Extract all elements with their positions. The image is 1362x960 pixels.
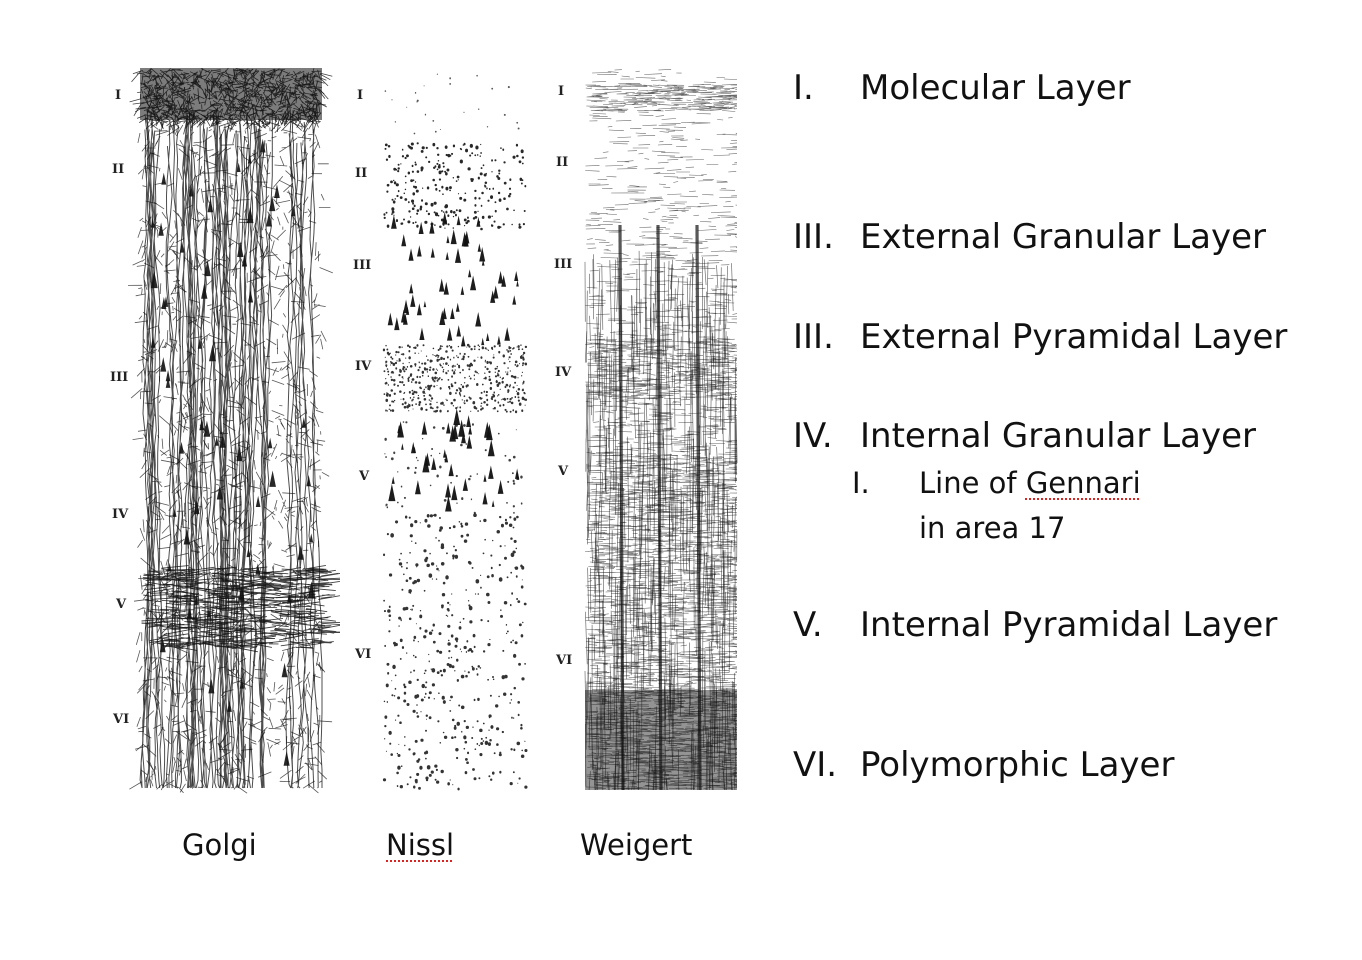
weigert-label-layer-6: VI	[556, 653, 573, 668]
weigert-label-layer-5: V	[558, 464, 569, 479]
legend-sub-line2: in area 17	[919, 511, 1066, 545]
legend-item-polymorphic: VI. Polymorphic Layer	[793, 745, 1174, 785]
legend-name: Polymorphic Layer	[860, 745, 1175, 785]
golgi-label-layer-1: I	[115, 88, 122, 103]
nissl-stain-drawing	[382, 73, 528, 791]
nissl-label-layer-2: II	[355, 166, 368, 181]
legend-numeral: IV.	[793, 416, 833, 456]
weigert-panel	[0, 0, 760, 800]
weigert-stain-drawing	[584, 69, 738, 791]
nissl-label-layer-5: V	[359, 469, 370, 484]
weigert-label-layer-2: II	[556, 155, 569, 170]
legend-name: External Granular Layer	[860, 217, 1266, 257]
legend-numeral: III.	[793, 217, 834, 257]
golgi-stain-drawing	[127, 67, 340, 794]
legend-name: Molecular Layer	[860, 68, 1131, 108]
legend-item-internal-pyramidal: V. Internal Pyramidal Layer	[793, 605, 1277, 645]
legend-subitem-gennari: I. Line of Gennari	[852, 466, 1141, 500]
legend-numeral: III.	[793, 317, 834, 357]
legend-sub-prefix: Line of	[919, 466, 1026, 500]
legend-item-internal-granular: IV. Internal Granular Layer	[793, 416, 1256, 456]
golgi-label-layer-3: III	[110, 370, 129, 385]
legend-name: Internal Granular Layer	[860, 416, 1256, 456]
nissl-label-layer-4: IV	[355, 359, 372, 374]
legend-sub-numeral: I.	[852, 466, 870, 500]
golgi-label-layer-2: II	[112, 162, 125, 177]
legend-sub-gennari: Gennari	[1025, 466, 1141, 500]
weigert-caption: Weigert	[580, 828, 693, 862]
legend-numeral: V.	[793, 605, 823, 645]
golgi-label-layer-6: VI	[113, 712, 130, 727]
nissl-caption: Nissl	[386, 828, 455, 862]
nissl-label-layer-1: I	[357, 88, 364, 103]
legend-item-molecular: I. Molecular Layer	[793, 68, 1131, 108]
golgi-caption: Golgi	[182, 828, 257, 862]
legend-numeral: VI.	[793, 745, 838, 785]
legend-item-external-granular: III. External Granular Layer	[793, 217, 1266, 257]
golgi-label-layer-4: IV	[112, 507, 129, 522]
nissl-panel	[0, 0, 560, 800]
weigert-label-layer-1: I	[558, 84, 565, 99]
nissl-label-layer-6: VI	[355, 647, 372, 662]
nissl-label-layer-3: III	[353, 258, 372, 273]
weigert-label-layer-3: III	[554, 257, 573, 272]
legend-name: Internal Pyramidal Layer	[860, 605, 1278, 645]
golgi-panel	[0, 0, 340, 800]
legend-item-external-pyramidal: III. External Pyramidal Layer	[793, 317, 1287, 357]
weigert-label-layer-4: IV	[555, 365, 572, 380]
golgi-label-layer-5: V	[116, 597, 127, 612]
legend-subitem-area: in area 17	[852, 511, 1065, 545]
legend-numeral: I.	[793, 68, 814, 108]
legend-name: External Pyramidal Layer	[860, 317, 1288, 357]
